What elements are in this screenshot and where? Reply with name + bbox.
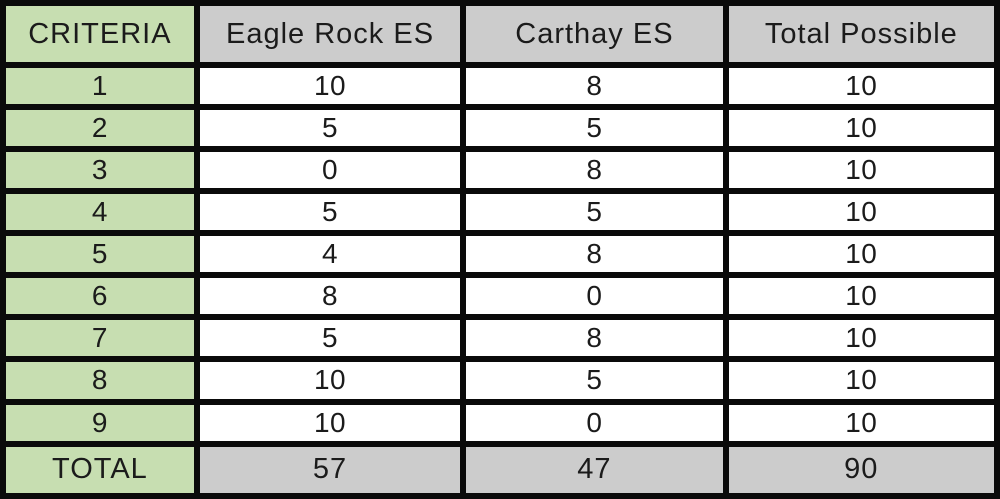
score-cell: 10 [722,61,1000,111]
table-row: 2 5 5 10 [0,104,1000,153]
score-cell: 8 [460,314,729,363]
score-cell: 8 [460,146,729,195]
score-cell: 5 [193,188,467,237]
score-cell: 10 [722,188,1000,237]
criteria-cell: 4 [0,188,200,237]
score-cell: 10 [722,230,1000,279]
score-cell: 0 [193,146,467,195]
table-row: 9 10 0 10 [0,398,1000,447]
criteria-cell: 7 [0,314,200,363]
criteria-cell: 2 [0,104,200,153]
header-cell-eagle-rock-es: Eagle Rock ES [193,0,467,68]
table-row: 6 8 0 10 [0,272,1000,321]
score-cell: 5 [460,356,729,405]
score-cell: 10 [722,398,1000,447]
table-row: 3 0 8 10 [0,146,1000,195]
table-row: 4 5 5 10 [0,188,1000,237]
score-cell: 5 [193,314,467,363]
criteria-cell: 6 [0,272,200,321]
score-cell: 10 [193,398,467,447]
score-cell: 5 [460,188,729,237]
total-label-cell: TOTAL [0,440,200,499]
score-cell: 5 [460,104,729,153]
total-score-cell: 90 [722,440,1000,499]
criteria-cell: 5 [0,230,200,279]
score-cell: 10 [722,104,1000,153]
score-cell: 10 [722,356,1000,405]
score-cell: 10 [193,61,467,111]
score-cell: 5 [193,104,467,153]
score-cell: 10 [193,356,467,405]
criteria-cell: 3 [0,146,200,195]
criteria-cell: 1 [0,61,200,111]
score-cell: 10 [722,272,1000,321]
table-row: 5 4 8 10 [0,230,1000,279]
total-score-cell: 57 [193,440,467,499]
header-cell-carthay-es: Carthay ES [460,0,729,68]
header-cell-total-possible: Total Possible [722,0,1000,68]
score-cell: 8 [193,272,467,321]
criteria-cell: 9 [0,398,200,447]
table-row: 8 10 5 10 [0,356,1000,405]
score-cell: 0 [460,272,729,321]
header-row: CRITERIA Eagle Rock ES Carthay ES Total … [0,0,1000,68]
score-cell: 10 [722,146,1000,195]
table-row: 1 10 8 10 [0,61,1000,111]
score-cell: 0 [460,398,729,447]
criteria-cell: 8 [0,356,200,405]
total-row: TOTAL 57 47 90 [0,440,1000,499]
table-row: 7 5 8 10 [0,314,1000,363]
header-cell-criteria: CRITERIA [0,0,200,68]
score-cell: 4 [193,230,467,279]
score-cell: 10 [722,314,1000,363]
score-cell: 8 [460,230,729,279]
score-cell: 8 [460,61,729,111]
total-score-cell: 47 [460,440,729,499]
